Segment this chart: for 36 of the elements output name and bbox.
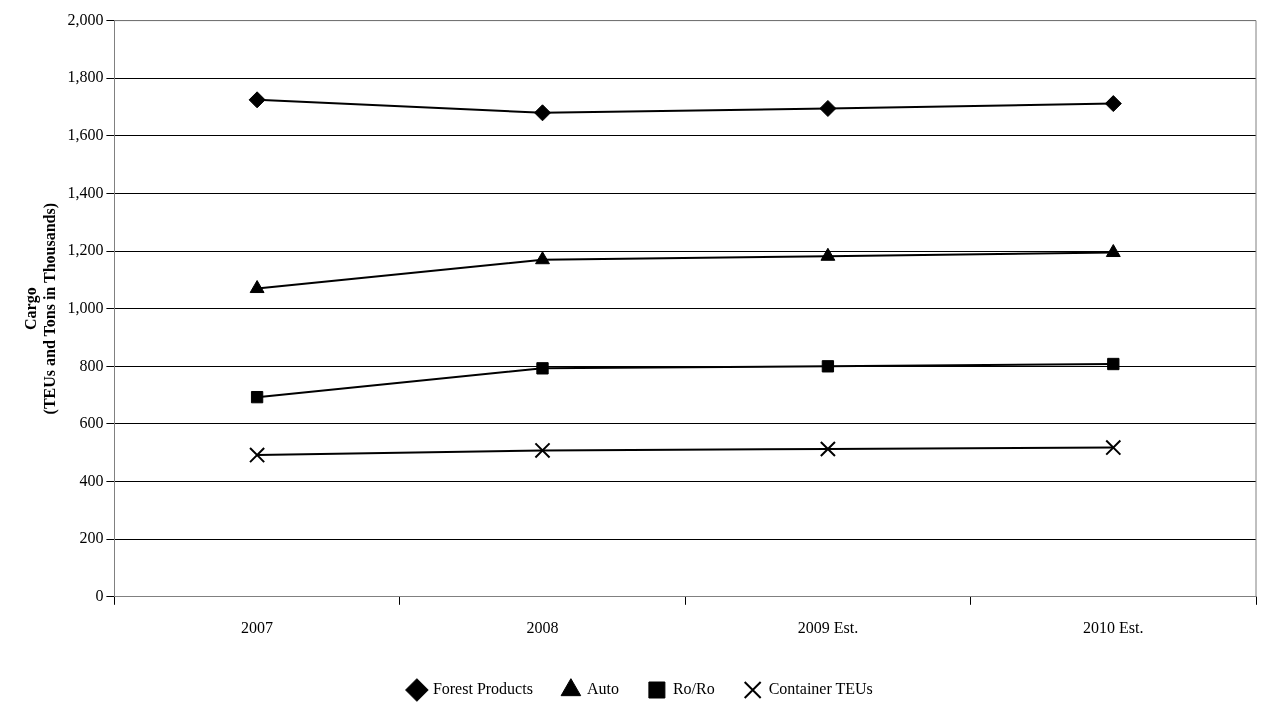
x-tick-label: 2008	[526, 618, 559, 636]
legend-label: Container TEUs	[768, 680, 873, 698]
point	[250, 390, 264, 404]
legend-label: Auto	[586, 680, 619, 698]
point	[820, 247, 836, 261]
point	[249, 280, 265, 294]
point	[249, 446, 266, 464]
point	[819, 440, 836, 458]
y-tick-label: 1,000	[67, 298, 104, 316]
point	[819, 99, 837, 117]
y-tick-label: 600	[79, 414, 104, 432]
legend-label: Ro/Ro	[672, 680, 715, 698]
y-axis-title: Cargo (TEUs and Tons in Thousands)	[21, 203, 59, 415]
y-tick-label: 0	[95, 587, 104, 604]
x-tick-label: 2007	[241, 618, 274, 636]
x-tick-label: 2010 Est.	[1083, 618, 1144, 636]
y-tick-label: 1,800	[67, 68, 104, 86]
point	[534, 442, 551, 459]
y-tick-label: 1,600	[67, 126, 104, 144]
point	[534, 104, 551, 122]
y-tick-label: 800	[79, 356, 104, 374]
y-tick-label: 1,400	[67, 183, 104, 201]
point	[821, 360, 835, 373]
x-tick-label: 2009 Est.	[797, 618, 859, 636]
point	[1105, 244, 1121, 258]
y-tick-label: 400	[79, 471, 104, 489]
point	[1107, 357, 1120, 371]
point	[536, 362, 549, 375]
point	[1105, 439, 1122, 456]
point	[535, 251, 550, 265]
point	[248, 91, 266, 109]
y-tick-label: 2,000	[67, 10, 104, 28]
y-tick-label: 200	[79, 529, 104, 547]
legend-label: Forest Products	[432, 680, 533, 698]
y-tick-label: 1,200	[67, 241, 104, 259]
point	[1104, 95, 1122, 113]
